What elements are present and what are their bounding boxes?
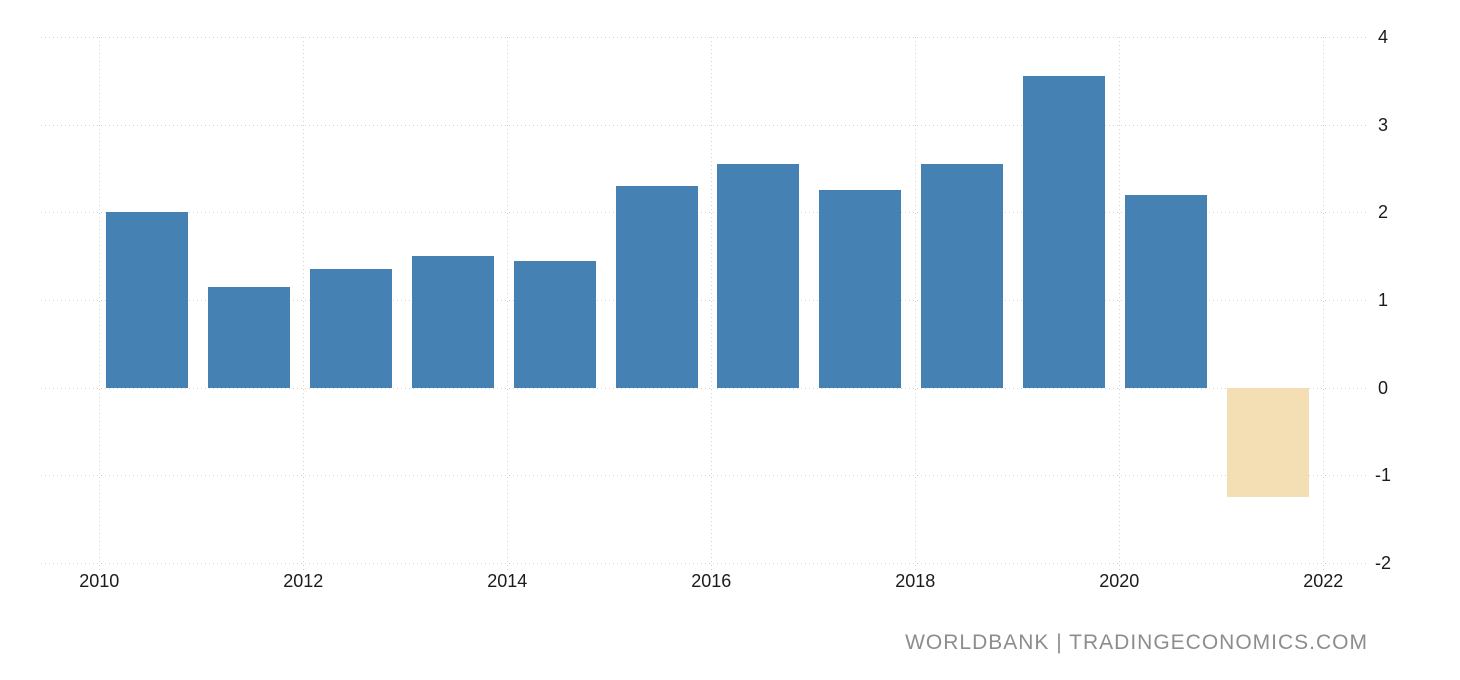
bar-2019[interactable]	[1023, 76, 1106, 388]
x-tick-label-2018: 2018	[895, 571, 936, 591]
bar-2012[interactable]	[309, 269, 392, 388]
h-gridline-3	[41, 124, 1369, 126]
bar-2015[interactable]	[615, 186, 698, 388]
y-tick-label-4: 4	[1377, 27, 1388, 47]
y-tick-label-1: 1	[1377, 290, 1388, 310]
v-gridline-2016	[711, 37, 713, 570]
h-gridline-1	[41, 300, 1369, 301]
h-gridline-0	[41, 387, 1369, 389]
v-gridline-2018	[915, 37, 917, 570]
x-tick-label-2012: 2012	[283, 571, 324, 591]
x-tick-label-2016: 2016	[691, 571, 732, 591]
bar-2011[interactable]	[207, 286, 290, 388]
h-gridline-4	[41, 37, 1369, 38]
v-gridline-2014	[507, 37, 509, 570]
bar-2013[interactable]	[411, 256, 494, 388]
h-gridline--2	[41, 563, 1369, 564]
v-gridline-2022	[1323, 37, 1325, 570]
x-tick-label-2014: 2014	[487, 571, 528, 591]
v-gridline-2020	[1119, 37, 1121, 570]
bar-2017[interactable]	[819, 190, 902, 388]
y-tick-label--1: -1	[1374, 465, 1391, 486]
y-tick-label-3: 3	[1377, 114, 1388, 135]
x-tick-label-2020: 2020	[1099, 571, 1140, 591]
bar-2021[interactable]	[1226, 387, 1309, 498]
h-gridline--1	[41, 475, 1369, 477]
v-gridline-2012	[303, 37, 305, 570]
y-tick-label-0: 0	[1377, 377, 1388, 398]
bar-2010[interactable]	[106, 212, 188, 388]
h-gridline-2	[41, 212, 1369, 214]
plot-area	[41, 37, 1369, 570]
bar-2016[interactable]	[717, 164, 800, 388]
bar-2018[interactable]	[921, 164, 1004, 388]
v-gridline-2010	[99, 37, 101, 570]
source-watermark: WORLDBANK | TRADINGECONOMICS.COM	[905, 631, 1368, 654]
bar-2014[interactable]	[513, 260, 596, 388]
x-tick-label-2010: 2010	[79, 571, 120, 591]
x-tick-label-2022: 2022	[1303, 571, 1344, 591]
y-tick-label--2: -2	[1374, 553, 1391, 573]
y-tick-label-2: 2	[1377, 202, 1388, 223]
bar-2020[interactable]	[1125, 194, 1207, 388]
